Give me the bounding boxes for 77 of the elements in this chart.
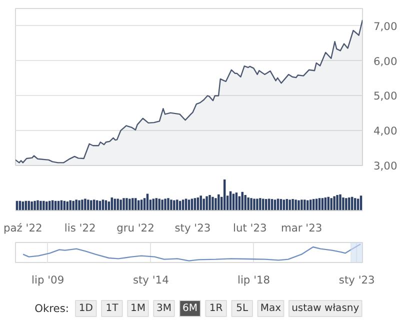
bar — [208, 195, 211, 210]
text: paź '22 — [4, 222, 42, 234]
category-label: 1M — [130, 303, 146, 314]
bar — [348, 197, 350, 210]
text: lut '23 — [233, 222, 267, 234]
bar — [164, 198, 166, 210]
bar — [173, 200, 176, 210]
bar — [259, 198, 262, 210]
category-label: 1D — [78, 303, 94, 314]
bar — [250, 198, 252, 210]
text: sty '23 — [174, 222, 211, 234]
bar — [330, 198, 332, 210]
category-label: 1R — [209, 303, 223, 314]
bar — [40, 200, 42, 210]
bar — [28, 200, 30, 210]
bar — [75, 200, 78, 210]
text: lis '22 — [64, 222, 96, 234]
bar — [300, 200, 303, 210]
bar — [288, 200, 291, 210]
bar — [114, 198, 116, 210]
bar — [158, 198, 160, 210]
bar — [170, 200, 172, 210]
bar — [81, 200, 84, 210]
bar — [161, 200, 164, 210]
x-tick-label: sty '23 — [338, 274, 375, 286]
bar — [342, 197, 344, 210]
bar — [247, 197, 250, 210]
text: gru '22 — [116, 222, 154, 234]
x-tick-label: sty '14 — [132, 274, 170, 286]
y-tick-label: 5,00 — [374, 90, 398, 103]
bar — [46, 202, 48, 210]
y-tick-label: 6,00 — [374, 54, 398, 68]
bar — [30, 202, 33, 210]
bar — [294, 200, 297, 210]
bar — [336, 195, 338, 210]
category-label: 6M — [182, 303, 198, 314]
bar — [120, 200, 122, 210]
bar — [218, 194, 220, 210]
text: mar '23 — [281, 222, 322, 234]
x-tick-label: lip '09 — [32, 274, 64, 286]
bar — [333, 196, 336, 210]
category-label: ustaw własny — [292, 303, 360, 314]
category-label: 3M — [156, 303, 172, 314]
bar — [304, 200, 306, 210]
x-tick-label: lip '18 — [238, 274, 270, 286]
bar — [128, 198, 131, 210]
y-tick-label: 3,00 — [374, 160, 398, 172]
y-tick-label: 4,00 — [374, 124, 398, 138]
bar — [132, 198, 134, 210]
bar — [212, 196, 214, 210]
bar — [262, 198, 264, 210]
bar — [214, 198, 217, 210]
bar — [78, 200, 80, 210]
bar — [167, 198, 170, 210]
bar — [116, 198, 119, 210]
bar — [84, 198, 86, 210]
bar — [36, 200, 39, 210]
bar — [292, 199, 294, 210]
text: Okres: — [34, 302, 69, 315]
bar — [253, 198, 256, 210]
bar — [72, 200, 74, 210]
category-label: Max — [260, 303, 282, 314]
bar — [256, 198, 258, 210]
bar — [34, 200, 36, 210]
bar — [298, 200, 300, 210]
bar — [244, 195, 246, 210]
bar — [202, 198, 205, 210]
bar — [126, 198, 128, 210]
bar — [206, 196, 208, 210]
category-label: 1T — [106, 303, 120, 314]
y-tick-label: 7,00 — [374, 20, 398, 33]
bar — [87, 200, 90, 210]
bar — [122, 198, 125, 210]
bar — [339, 194, 342, 210]
bar — [345, 198, 348, 210]
category-label: 5L — [236, 303, 248, 314]
bar — [42, 200, 45, 210]
